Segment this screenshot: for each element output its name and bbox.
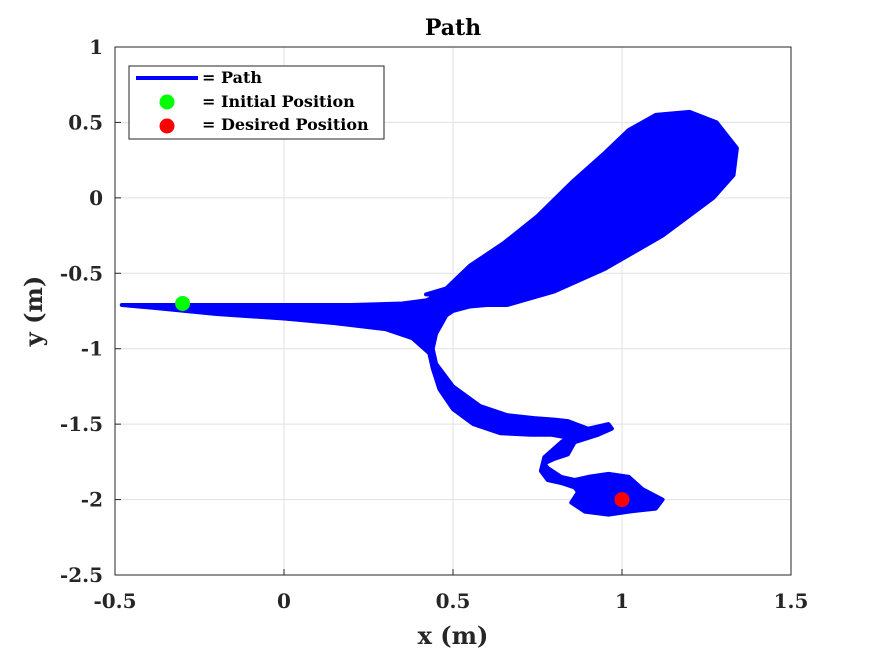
y-tick-label: -2.5 <box>60 563 103 587</box>
initial-position-marker <box>175 295 191 311</box>
desired-position-marker <box>614 492 630 508</box>
legend-initial-swatch <box>159 94 175 110</box>
legend-path-label: = Path <box>202 68 262 87</box>
tick-labels: -0.5 0 0.5 1 1.5 -2.5 -2 -1.5 -1 -0.5 0 0.5 1 <box>60 35 809 613</box>
y-tick-label: -1 <box>81 337 103 361</box>
x-tick-label: 1.5 <box>774 589 809 613</box>
x-tick-label: 0 <box>277 589 291 613</box>
legend-initial-label: = Initial Position <box>202 92 355 111</box>
x-tick-label: 1 <box>615 589 629 613</box>
legend: = Path = Initial Position = Desired Posi… <box>128 65 385 140</box>
axes <box>114 46 792 576</box>
path-series <box>119 109 739 517</box>
y-tick-label: -2 <box>81 488 103 512</box>
y-axis-label: y (m) <box>19 276 48 347</box>
y-tick-label: -0.5 <box>60 261 103 285</box>
chart-title: Path <box>425 15 481 41</box>
x-axis-label: x (m) <box>418 621 489 650</box>
y-tick-label: 0.5 <box>68 110 103 134</box>
y-tick-label: 0 <box>89 186 103 210</box>
y-tick-label: 1 <box>89 35 103 59</box>
x-tick-label: -0.5 <box>93 589 136 613</box>
legend-desired-label: = Desired Position <box>202 115 369 134</box>
x-tick-label: 0.5 <box>436 589 471 613</box>
plot-data <box>119 109 739 517</box>
legend-desired-swatch <box>159 118 175 134</box>
y-tick-label: -1.5 <box>60 412 103 436</box>
